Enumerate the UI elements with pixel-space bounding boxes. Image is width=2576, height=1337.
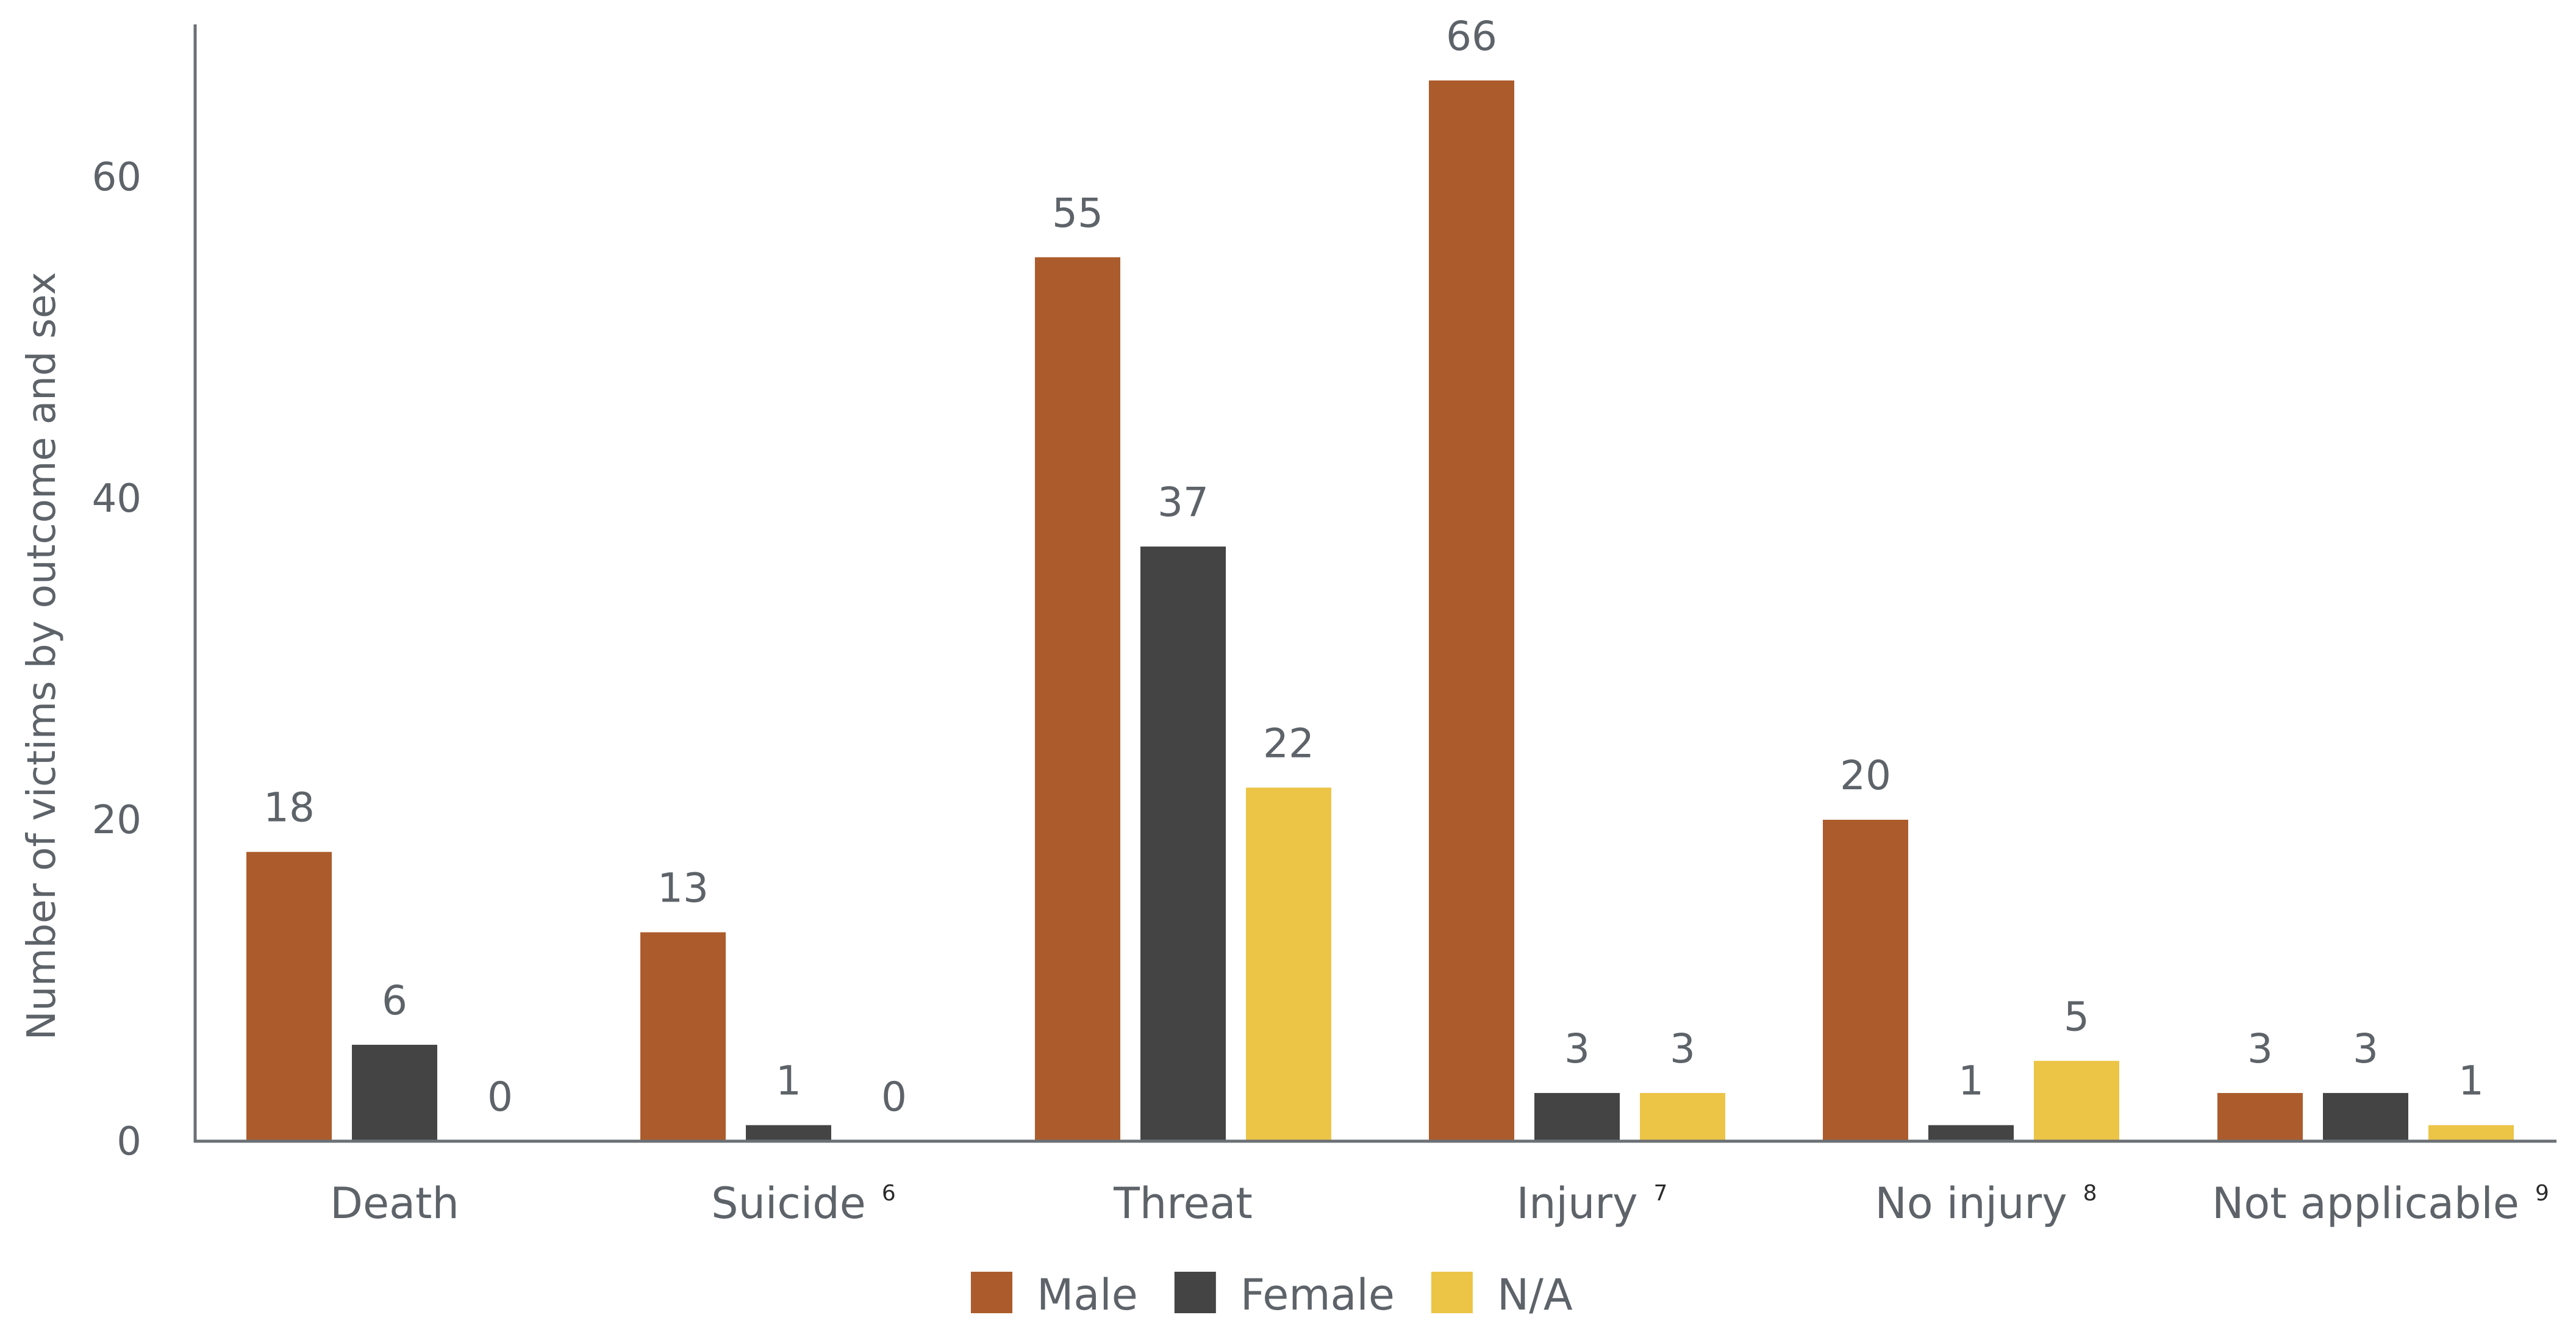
bars bbox=[246, 80, 2514, 1141]
data-label: 5 bbox=[2064, 993, 2089, 1040]
category-labels: Death Suicide 6 Threat Injury 7 No injury 8 Not … bbox=[330, 1178, 2549, 1228]
bar-male bbox=[1823, 820, 1908, 1141]
data-label: 3 bbox=[2353, 1025, 2378, 1072]
data-labels: 18 6 0 13 1 0 55 37 22 66 3 3 20 1 5 3 3 1 bbox=[263, 13, 2484, 1120]
footnote-marker: 7 bbox=[1654, 1181, 1668, 1206]
legend-swatch bbox=[1174, 1272, 1216, 1313]
y-tick-label: 0 bbox=[116, 1119, 141, 1164]
data-label: 0 bbox=[487, 1074, 513, 1120]
bar-female bbox=[2323, 1092, 2408, 1141]
data-label: 6 bbox=[382, 977, 407, 1024]
legend-swatch bbox=[1431, 1272, 1473, 1313]
bar-female bbox=[1140, 547, 1226, 1141]
bar-female bbox=[352, 1044, 437, 1141]
data-label: 1 bbox=[2458, 1058, 2484, 1105]
legend: Male Female N/A bbox=[971, 1270, 1573, 1320]
y-tick-label: 60 bbox=[92, 155, 141, 200]
legend-label: N/A bbox=[1497, 1270, 1573, 1320]
data-label: 3 bbox=[1670, 1025, 1695, 1072]
bar-male bbox=[246, 851, 332, 1141]
y-axis-ticks: 0 20 40 60 bbox=[92, 155, 141, 1164]
category-label: Not applicable bbox=[2212, 1178, 2519, 1228]
legend-label: Female bbox=[1240, 1270, 1395, 1320]
bar-na bbox=[1640, 1092, 1725, 1141]
category-label: No injury bbox=[1875, 1178, 2067, 1228]
data-label: 1 bbox=[776, 1058, 801, 1105]
data-label: 66 bbox=[1446, 13, 1497, 60]
y-tick-label: 20 bbox=[92, 798, 141, 843]
y-axis-title: Number of victims by outcome and sex bbox=[20, 272, 65, 1041]
footnote-marker: 8 bbox=[2083, 1181, 2097, 1206]
category-label: Death bbox=[330, 1178, 459, 1228]
y-tick-label: 40 bbox=[92, 476, 141, 522]
legend-swatch bbox=[971, 1272, 1012, 1313]
bar-male bbox=[1429, 80, 1514, 1141]
bar-male bbox=[640, 932, 726, 1141]
data-label: 55 bbox=[1052, 190, 1103, 237]
bar-na bbox=[2428, 1125, 2514, 1141]
data-label: 18 bbox=[263, 784, 315, 831]
bar-na bbox=[1246, 787, 1331, 1141]
data-label: 37 bbox=[1157, 479, 1209, 526]
data-label: 13 bbox=[657, 864, 709, 911]
data-label: 3 bbox=[2247, 1025, 2273, 1072]
legend-label: Male bbox=[1037, 1270, 1138, 1320]
category-label: Threat bbox=[1113, 1178, 1253, 1228]
data-label: 20 bbox=[1840, 752, 1891, 799]
bar-male bbox=[2217, 1092, 2303, 1141]
category-label: Injury bbox=[1516, 1178, 1637, 1228]
bar-na bbox=[2034, 1061, 2119, 1141]
footnote-marker: 9 bbox=[2535, 1181, 2549, 1206]
bar-female bbox=[746, 1125, 831, 1141]
category-label: Suicide bbox=[711, 1178, 866, 1228]
data-label: 0 bbox=[881, 1074, 907, 1120]
data-label: 3 bbox=[1564, 1025, 1590, 1072]
data-label: 1 bbox=[1958, 1058, 1984, 1105]
bar-female bbox=[1534, 1092, 1620, 1141]
data-label: 22 bbox=[1263, 720, 1314, 767]
bar-female bbox=[1928, 1125, 2014, 1141]
footnote-marker: 6 bbox=[882, 1181, 896, 1206]
bar-male bbox=[1035, 257, 1120, 1141]
